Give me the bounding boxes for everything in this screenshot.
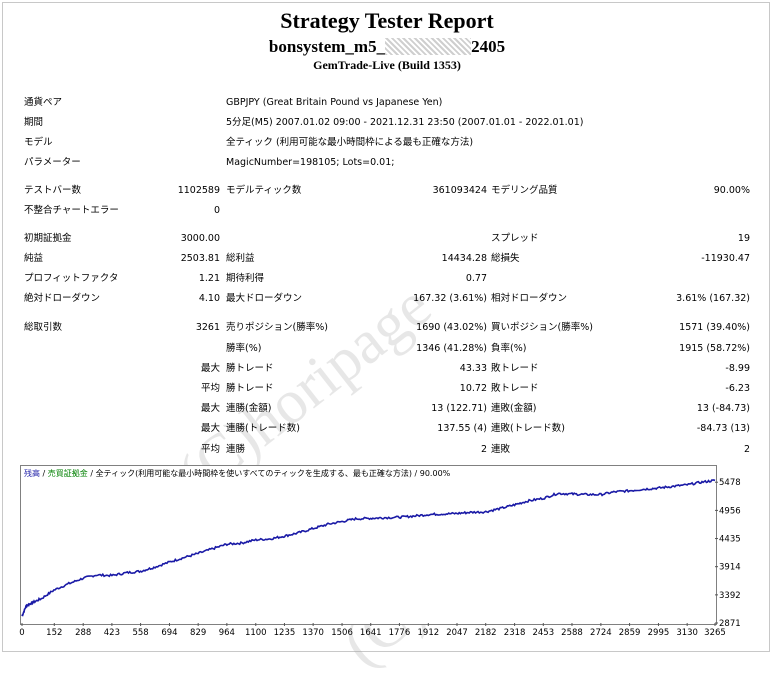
short-positions-label: 売りポジション(勝率%) bbox=[226, 322, 328, 333]
profit-factor-value: 1.21 bbox=[198, 273, 220, 284]
legend-lot: 売買証拠金 bbox=[47, 469, 88, 478]
max-win-trade-label: 勝トレード bbox=[226, 363, 274, 374]
gross-profit-value: 14434.28 bbox=[441, 253, 487, 264]
redacted-block bbox=[385, 38, 472, 55]
win-rate-label: 勝率(%) bbox=[226, 343, 262, 354]
consec-win-count-label: 連勝(トレード数) bbox=[226, 423, 300, 434]
deposit-label: 初期証拠金 bbox=[24, 233, 72, 244]
expected-payoff-label: 期待利得 bbox=[226, 273, 265, 284]
avg-win-trade-value: 10.72 bbox=[459, 383, 487, 394]
mismatch-value: 0 bbox=[213, 205, 220, 216]
max-loss-trade-value: -8.99 bbox=[725, 363, 750, 374]
deposit-value: 3000.00 bbox=[180, 233, 220, 244]
avg-loss-trade-value: -6.23 bbox=[725, 383, 750, 394]
max-row-label: 最大 bbox=[200, 403, 220, 414]
period-value: 5分足(M5) 2007.01.02 09:00 - 2021.12.31 23… bbox=[226, 117, 584, 128]
legend-quality: 90.00% bbox=[419, 469, 451, 478]
subtitle-suffix: 2405 bbox=[471, 37, 506, 56]
legend-balance: 残高 bbox=[24, 469, 40, 478]
max-row-label: 最大 bbox=[200, 423, 220, 434]
avg-consec-loss-value: 2 bbox=[743, 444, 750, 455]
consec-loss-count-value: -84.73 (13) bbox=[696, 423, 750, 434]
net-profit-label: 純益 bbox=[24, 253, 44, 264]
quality-value: 90.00% bbox=[713, 185, 750, 196]
expected-payoff-value: 0.77 bbox=[465, 273, 487, 284]
subtitle-prefix: bonsystem_m5_ bbox=[268, 37, 386, 56]
total-trades-label: 総取引数 bbox=[24, 322, 63, 333]
consec-loss-amount-value: 13 (-84.73) bbox=[696, 403, 750, 414]
report-subtitle: bonsystem_m5_ 2405 bbox=[0, 37, 774, 57]
total-trades-value: 3261 bbox=[195, 322, 220, 333]
consec-loss-count-label: 連敗(トレード数) bbox=[491, 423, 565, 434]
loss-rate-value: 1915 (58.72%) bbox=[679, 343, 750, 354]
gross-loss-value: -11930.47 bbox=[701, 253, 750, 264]
ticks-label: モデルティック数 bbox=[226, 185, 302, 196]
pair-label: 通貨ペア bbox=[24, 97, 63, 108]
net-profit-value: 2503.81 bbox=[180, 253, 220, 264]
bars-value: 1102589 bbox=[177, 185, 220, 196]
bars-label: テストバー数 bbox=[24, 185, 82, 196]
quality-label: モデリング品質 bbox=[491, 185, 558, 196]
avg-row-label: 平均 bbox=[200, 444, 220, 455]
period-label: 期間 bbox=[24, 117, 44, 128]
spread-label: スプレッド bbox=[491, 233, 539, 244]
mismatch-label: 不整合チャートエラー bbox=[24, 205, 119, 216]
long-positions-value: 1571 (39.40%) bbox=[679, 322, 750, 333]
short-positions-value: 1690 (43.02%) bbox=[416, 322, 487, 333]
avg-consec-win-value: 2 bbox=[480, 444, 487, 455]
report-build: GemTrade-Live (Build 1353) bbox=[313, 58, 461, 72]
gross-loss-label: 総損失 bbox=[491, 253, 520, 264]
report-title: Strategy Tester Report bbox=[280, 8, 494, 33]
abs-drawdown-value: 4.10 bbox=[198, 293, 220, 304]
win-rate-value: 1346 (41.28%) bbox=[416, 343, 487, 354]
balance-chart-frame bbox=[20, 465, 717, 625]
consec-loss-amount-label: 連敗(金額) bbox=[491, 403, 537, 414]
rel-drawdown-label: 相対ドローダウン bbox=[491, 293, 568, 304]
pair-value: GBPJPY (Great Britain Pound vs Japanese … bbox=[226, 97, 443, 108]
avg-win-trade-label: 勝トレード bbox=[226, 383, 274, 394]
ticks-value: 361093424 bbox=[432, 185, 487, 196]
params-value: MagicNumber=198105; Lots=0.01; bbox=[226, 157, 395, 168]
loss-rate-label: 負率(%) bbox=[491, 343, 527, 354]
model-value: 全ティック (利用可能な最小時間枠による最も正確な方法) bbox=[226, 137, 474, 148]
avg-loss-trade-label: 敗トレード bbox=[491, 383, 539, 394]
legend-model: 全ティック(利用可能な最小時間枠を使いすべてのティックを生成する、最も正確な方法… bbox=[95, 469, 412, 478]
consec-win-amount-value: 13 (122.71) bbox=[431, 403, 487, 414]
consec-win-count-value: 137.55 (4) bbox=[437, 423, 487, 434]
avg-consec-win-label: 連勝 bbox=[226, 444, 246, 455]
avg-consec-loss-label: 連敗 bbox=[491, 444, 511, 455]
rel-drawdown-value: 3.61% (167.32) bbox=[676, 293, 750, 304]
max-row-label: 最大 bbox=[200, 363, 220, 374]
gross-profit-label: 総利益 bbox=[226, 253, 255, 264]
avg-row-label: 平均 bbox=[200, 383, 220, 394]
max-drawdown-value: 167.32 (3.61%) bbox=[413, 293, 487, 304]
chart-legend: 残高 / 売買証拠金 / 全ティック(利用可能な最小時間枠を使いすべてのティック… bbox=[24, 469, 451, 478]
abs-drawdown-label: 絶対ドローダウン bbox=[24, 293, 101, 304]
max-win-trade-value: 43.33 bbox=[459, 363, 487, 374]
max-drawdown-label: 最大ドローダウン bbox=[226, 293, 303, 304]
consec-win-amount-label: 連勝(金額) bbox=[226, 403, 272, 414]
max-loss-trade-label: 敗トレード bbox=[491, 363, 539, 374]
long-positions-label: 買いポジション(勝率%) bbox=[491, 322, 593, 333]
profit-factor-label: プロフィットファクタ bbox=[24, 273, 119, 284]
model-label: モデル bbox=[24, 137, 53, 148]
report-frame bbox=[2, 2, 770, 652]
params-label: パラメーター bbox=[24, 157, 81, 168]
spread-value: 19 bbox=[737, 233, 750, 244]
